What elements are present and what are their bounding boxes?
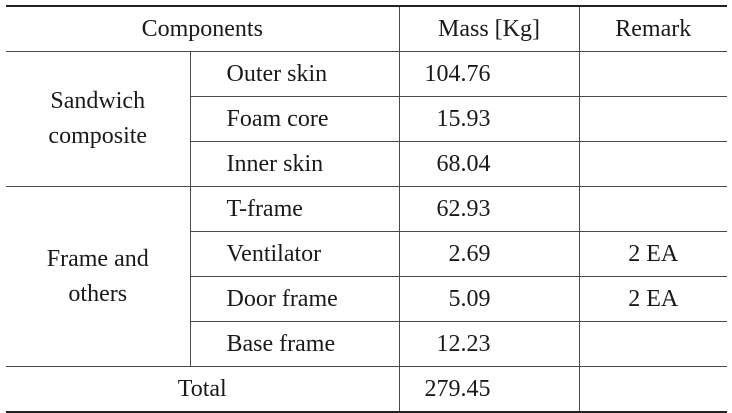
table-row: Foam core 15.93: [6, 96, 727, 142]
group-label-line: Sandwich: [50, 88, 146, 114]
header-row: Components Mass [Kg] Remark: [6, 5, 727, 52]
table-row: Frame and others T-frame 62.93: [6, 186, 727, 367]
remark-cell: 2 EA: [579, 276, 727, 322]
total-mass: 279.45: [399, 366, 580, 413]
group-label-line: Frame and: [46, 245, 149, 272]
component-cell: T-frame: [190, 186, 400, 232]
table-row: Base frame 12.23: [6, 321, 727, 367]
header-remark: Remark: [579, 5, 727, 52]
mass-breakdown-table: Components Mass [Kg] Remark Sandwich com…: [6, 5, 727, 413]
mass-cell: 68.04: [399, 141, 580, 187]
mass-cell: 15.93: [399, 96, 580, 142]
table-row: Ventilator 2.69 2 EA: [6, 231, 727, 277]
mass-cell: 62.93: [399, 186, 580, 232]
mass-cell: 12.23: [399, 321, 580, 367]
remark-cell: [579, 51, 727, 97]
total-row: Total 279.45: [6, 366, 727, 413]
total-label: Total: [6, 366, 400, 413]
mass-cell: 5.09: [399, 276, 580, 322]
component-cell: Foam core: [190, 96, 400, 142]
table-row: Sandwich composite Outer skin 104.76: [6, 51, 727, 187]
group-label-frame-and-others: Frame and others: [6, 186, 191, 367]
remark-cell: [579, 186, 727, 232]
group-label-line: composite: [48, 123, 148, 149]
group-label-sandwich-composite: Sandwich composite: [6, 51, 191, 187]
table-row: Door frame 5.09 2 EA: [6, 276, 727, 322]
remark-cell: [579, 321, 727, 367]
component-cell: Ventilator: [190, 231, 400, 277]
component-cell: Base frame: [190, 321, 400, 367]
component-cell: Outer skin: [190, 51, 400, 97]
group-label-line: others: [68, 280, 128, 307]
total-remark: [579, 366, 727, 413]
component-cell: Door frame: [190, 276, 400, 322]
component-cell: Inner skin: [190, 141, 400, 187]
remark-cell: [579, 141, 727, 187]
mass-cell: 104.76: [399, 51, 580, 97]
table-row: Inner skin 68.04: [6, 141, 727, 187]
header-mass: Mass [Kg]: [399, 5, 580, 52]
mass-cell: 2.69: [399, 231, 580, 277]
remark-cell: [579, 96, 727, 142]
remark-cell: 2 EA: [579, 231, 727, 277]
header-components: Components: [6, 5, 400, 52]
